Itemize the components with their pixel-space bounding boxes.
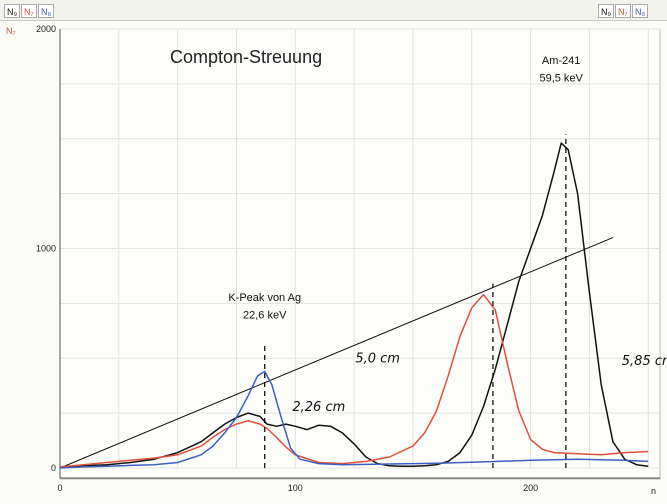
toolbar: N₉ N₇ N₈ N₉ N₇ N₈ bbox=[0, 0, 667, 21]
tab-right-1[interactable]: N₇ bbox=[615, 4, 631, 18]
annotation-1: 22,6 keV bbox=[243, 310, 287, 322]
chart-svg: 0 1000 2000 0 100 200 K-Peak von Ag 22,6 keV Am… bbox=[6, 24, 667, 496]
tab-right-0-label: N₉ bbox=[601, 7, 612, 17]
tab-right-0[interactable]: N₉ bbox=[598, 4, 615, 18]
annotation-2: Am-241 bbox=[542, 55, 581, 67]
annotations: K-Peak von Ag 22,6 keV Am-241 59,5 keV 2,26 … bbox=[228, 55, 667, 415]
series-line-1 bbox=[59, 293, 649, 468]
x-tick-label: 0 bbox=[57, 483, 62, 493]
tab-left-0-label: N₉ bbox=[7, 7, 18, 17]
y-tick-label: 2000 bbox=[36, 24, 56, 34]
tab-left-2-label: N₈ bbox=[41, 7, 52, 17]
y-tick-label: 1000 bbox=[36, 244, 56, 254]
x-tick-label: 200 bbox=[523, 483, 538, 493]
x-axis-unit: n bbox=[651, 486, 656, 496]
y-axis-label: N₇ bbox=[6, 26, 16, 36]
tab-right-2[interactable]: N₈ bbox=[632, 4, 649, 18]
y-tick-label: 0 bbox=[51, 463, 56, 473]
handwritten-note-2: 5,85 cm bbox=[622, 354, 667, 369]
chart-title: Compton-Streuung bbox=[170, 47, 322, 67]
x-tick-label: 100 bbox=[288, 483, 303, 493]
marker-lines bbox=[264, 134, 567, 468]
tab-left-0[interactable]: N₉ bbox=[4, 4, 21, 18]
axes bbox=[59, 29, 660, 479]
series-line-0 bbox=[59, 142, 649, 468]
tab-left-1[interactable]: N₇ bbox=[21, 4, 37, 18]
tick-labels: 0 1000 2000 0 100 200 bbox=[36, 24, 538, 493]
handwritten-note-0: 2,26 cm bbox=[292, 400, 345, 415]
tab-left-1-label: N₇ bbox=[24, 7, 34, 17]
handwritten-note-1: 5,0 cm bbox=[355, 352, 400, 367]
annotation-0: K-Peak von Ag bbox=[228, 292, 301, 304]
series-line-2 bbox=[59, 370, 649, 469]
plot-area bbox=[59, 28, 661, 480]
tab-right-2-label: N₈ bbox=[635, 7, 646, 17]
tab-right-1-label: N₇ bbox=[618, 7, 628, 17]
annotation-3: 59,5 keV bbox=[539, 73, 583, 85]
series-group bbox=[59, 142, 649, 469]
tab-left-2[interactable]: N₈ bbox=[38, 4, 55, 18]
